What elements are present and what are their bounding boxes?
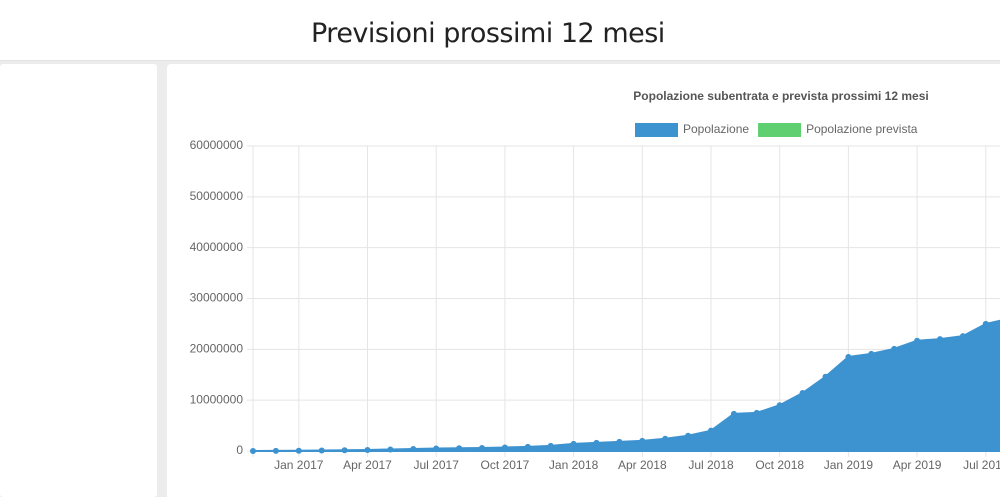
y-tick-label: 10000000 — [190, 392, 244, 406]
x-tick-label: Jan 2019 — [824, 458, 874, 472]
point — [341, 447, 348, 454]
point — [891, 345, 898, 352]
y-tick-label: 40000000 — [190, 240, 244, 254]
x-tick-label: Oct 2017 — [481, 458, 530, 472]
chart-card — [167, 64, 1000, 497]
y-tick-label: 30000000 — [190, 291, 244, 305]
point — [914, 337, 921, 344]
point — [730, 410, 737, 417]
x-tick-label: Jul 2018 — [688, 458, 734, 472]
x-tick-label: Apr 2017 — [343, 458, 392, 472]
point — [433, 445, 440, 452]
point — [937, 336, 943, 343]
point — [364, 446, 371, 453]
point — [845, 353, 852, 360]
point — [272, 447, 279, 454]
point — [547, 442, 554, 449]
point — [959, 333, 966, 340]
x-tick-label: Jul 2017 — [414, 458, 460, 472]
chart-title: Popolazione subentrata e prevista prossi… — [633, 89, 928, 103]
x-tick-label: Jan 2017 — [274, 458, 324, 472]
point — [501, 444, 508, 451]
point — [570, 440, 577, 447]
point — [479, 444, 485, 451]
point — [456, 445, 463, 452]
side-panel — [0, 64, 157, 497]
legend-swatch — [758, 123, 802, 137]
point — [410, 445, 417, 452]
point — [799, 390, 806, 397]
x-tick-label: Apr 2019 — [893, 458, 942, 472]
point — [295, 447, 302, 454]
legend-swatch — [635, 123, 678, 137]
y-tick-label: 0 — [236, 443, 243, 457]
point — [250, 448, 256, 454]
point — [708, 427, 714, 434]
point — [822, 373, 829, 380]
x-tick-label: Oct 2018 — [755, 458, 804, 472]
point — [776, 402, 783, 409]
x-tick-label: Jan 2018 — [549, 458, 599, 472]
y-tick-label: 50000000 — [190, 189, 244, 203]
point — [387, 446, 394, 453]
area — [252, 319, 1000, 452]
point — [753, 409, 760, 416]
point — [524, 443, 531, 450]
point — [318, 447, 325, 454]
point — [662, 435, 669, 442]
legend-label: Popolazione — [683, 122, 749, 136]
point — [868, 350, 875, 357]
y-tick-label: 60000000 — [190, 138, 244, 152]
point — [685, 432, 692, 439]
point — [616, 438, 623, 445]
x-tick-label: Jul 2019 — [963, 458, 1000, 472]
point — [982, 320, 989, 327]
point — [639, 437, 646, 444]
legend-label: Popolazione prevista — [806, 122, 918, 136]
page-title: Previsioni prossimi 12 mesi — [311, 18, 665, 49]
point — [593, 439, 600, 446]
y-tick-label: 20000000 — [190, 342, 244, 356]
x-tick-label: Apr 2018 — [618, 458, 667, 472]
header: Previsioni prossimi 12 mesi — [0, 0, 1000, 61]
